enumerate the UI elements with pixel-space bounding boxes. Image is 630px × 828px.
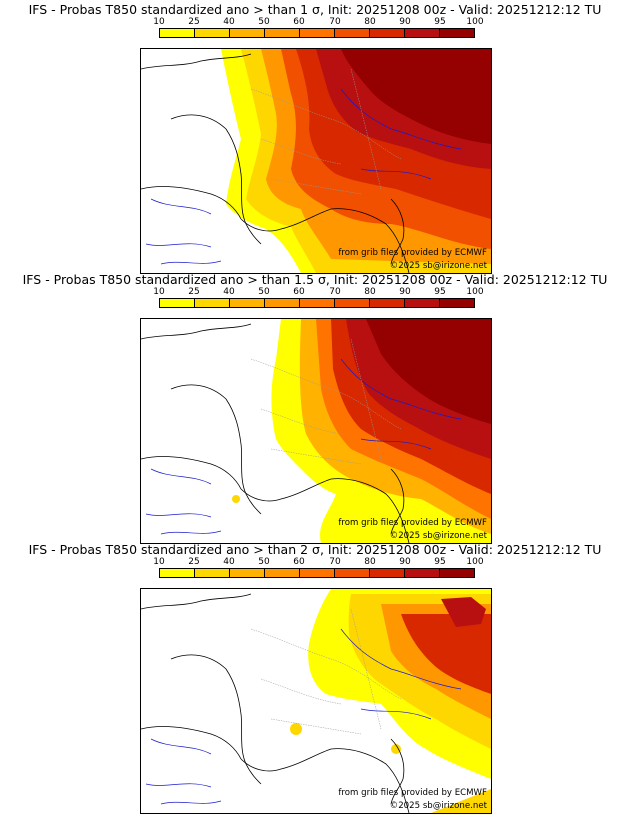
panel-title: IFS - Probas T850 standardized ano > tha… xyxy=(22,272,608,287)
tick-label: 60 xyxy=(293,287,305,297)
source-credit: from grib files provided by ECMWF xyxy=(338,518,487,528)
coastlines xyxy=(141,593,410,813)
tick-label: 40 xyxy=(223,557,235,567)
colorbar-swatch xyxy=(440,569,474,577)
tick-label: 10 xyxy=(153,287,165,297)
tick-label: 70 xyxy=(329,17,341,27)
colorbar-swatch xyxy=(195,299,230,307)
colorbar-swatch xyxy=(335,299,370,307)
colorbar-swatch xyxy=(335,569,370,577)
tick-label: 70 xyxy=(329,557,341,567)
colorbar-swatch xyxy=(440,299,474,307)
tick-label: 80 xyxy=(364,287,376,297)
colorbar-swatch xyxy=(195,29,230,37)
tick-label: 25 xyxy=(188,17,200,27)
tick-label: 10 xyxy=(153,17,165,27)
colorbar-swatch xyxy=(160,29,195,37)
colorbar-swatch xyxy=(370,29,405,37)
probability-map: from grib files provided by ECMWF ©2025 … xyxy=(140,588,492,814)
tick-label: 95 xyxy=(434,287,446,297)
colorbar-swatch xyxy=(265,569,300,577)
map-canvas xyxy=(141,589,491,813)
tick-label: 50 xyxy=(258,287,270,297)
panel-2: IFS - Probas T850 standardized ano > tha… xyxy=(0,270,630,544)
colorbar xyxy=(159,298,475,308)
colorbar-swatch xyxy=(300,29,335,37)
copyright-credit: ©2025 sb@irizone.net xyxy=(389,531,487,541)
copyright-credit: ©2025 sb@irizone.net xyxy=(389,261,487,271)
tick-label: 70 xyxy=(329,287,341,297)
colorbar-swatch xyxy=(265,29,300,37)
tick-label: 90 xyxy=(399,557,411,567)
rivers xyxy=(145,628,462,805)
colorbar-swatch xyxy=(265,299,300,307)
tick-label: 80 xyxy=(364,557,376,567)
panel-title: IFS - Probas T850 standardized ano > tha… xyxy=(28,542,602,557)
tick-label: 100 xyxy=(466,17,484,27)
probability-fill xyxy=(221,49,491,273)
panel-1: IFS - Probas T850 standardized ano > tha… xyxy=(0,0,630,274)
colorbar-swatch xyxy=(335,29,370,37)
colorbar-swatch xyxy=(440,29,474,37)
panel-3: IFS - Probas T850 standardized ano > tha… xyxy=(0,540,630,814)
rivers xyxy=(145,358,462,535)
tick-label: 25 xyxy=(188,557,200,567)
copyright-credit: ©2025 sb@irizone.net xyxy=(389,801,487,811)
borders xyxy=(250,608,402,735)
borders xyxy=(250,338,402,465)
colorbar-swatch xyxy=(160,299,195,307)
borders xyxy=(250,68,402,195)
rivers xyxy=(145,88,462,265)
colorbar-swatch xyxy=(405,29,440,37)
colorbar-swatch xyxy=(300,569,335,577)
tick-label: 60 xyxy=(293,557,305,567)
tick-label: 95 xyxy=(434,17,446,27)
source-credit: from grib files provided by ECMWF xyxy=(338,788,487,798)
colorbar-swatch xyxy=(230,299,265,307)
colorbar-ticks: 10 25 40 50 60 70 80 90 95 100 xyxy=(153,287,483,298)
colorbar-swatch xyxy=(230,569,265,577)
coastlines xyxy=(141,53,410,273)
source-credit: from grib files provided by ECMWF xyxy=(338,248,487,258)
probability-map: from grib files provided by ECMWF ©2025 … xyxy=(140,318,492,544)
tick-label: 100 xyxy=(466,287,484,297)
panel-title: IFS - Probas T850 standardized ano > tha… xyxy=(28,2,602,17)
tick-label: 95 xyxy=(434,557,446,567)
tick-label: 90 xyxy=(399,287,411,297)
tick-label: 80 xyxy=(364,17,376,27)
colorbar-swatch xyxy=(370,299,405,307)
colorbar-swatch xyxy=(370,569,405,577)
tick-label: 10 xyxy=(153,557,165,567)
tick-label: 100 xyxy=(466,557,484,567)
tick-label: 60 xyxy=(293,17,305,27)
probability-fill xyxy=(232,319,491,543)
map-canvas xyxy=(141,319,491,543)
coastlines xyxy=(141,323,410,543)
map-canvas xyxy=(141,49,491,273)
tick-label: 50 xyxy=(258,17,270,27)
tick-label: 40 xyxy=(223,287,235,297)
colorbar-swatch xyxy=(300,299,335,307)
probability-fill xyxy=(290,589,491,813)
tick-label: 90 xyxy=(399,17,411,27)
tick-label: 50 xyxy=(258,557,270,567)
probability-map: from grib files provided by ECMWF ©2025 … xyxy=(140,48,492,274)
colorbar xyxy=(159,28,475,38)
colorbar-swatch xyxy=(230,29,265,37)
tick-label: 25 xyxy=(188,287,200,297)
tick-label: 40 xyxy=(223,17,235,27)
colorbar-swatch xyxy=(160,569,195,577)
colorbar-ticks: 10 25 40 50 60 70 80 90 95 100 xyxy=(153,17,483,28)
colorbar-swatch xyxy=(405,569,440,577)
colorbar xyxy=(159,568,475,578)
colorbar-swatch xyxy=(405,299,440,307)
colorbar-swatch xyxy=(195,569,230,577)
colorbar-ticks: 10 25 40 50 60 70 80 90 95 100 xyxy=(153,557,483,568)
